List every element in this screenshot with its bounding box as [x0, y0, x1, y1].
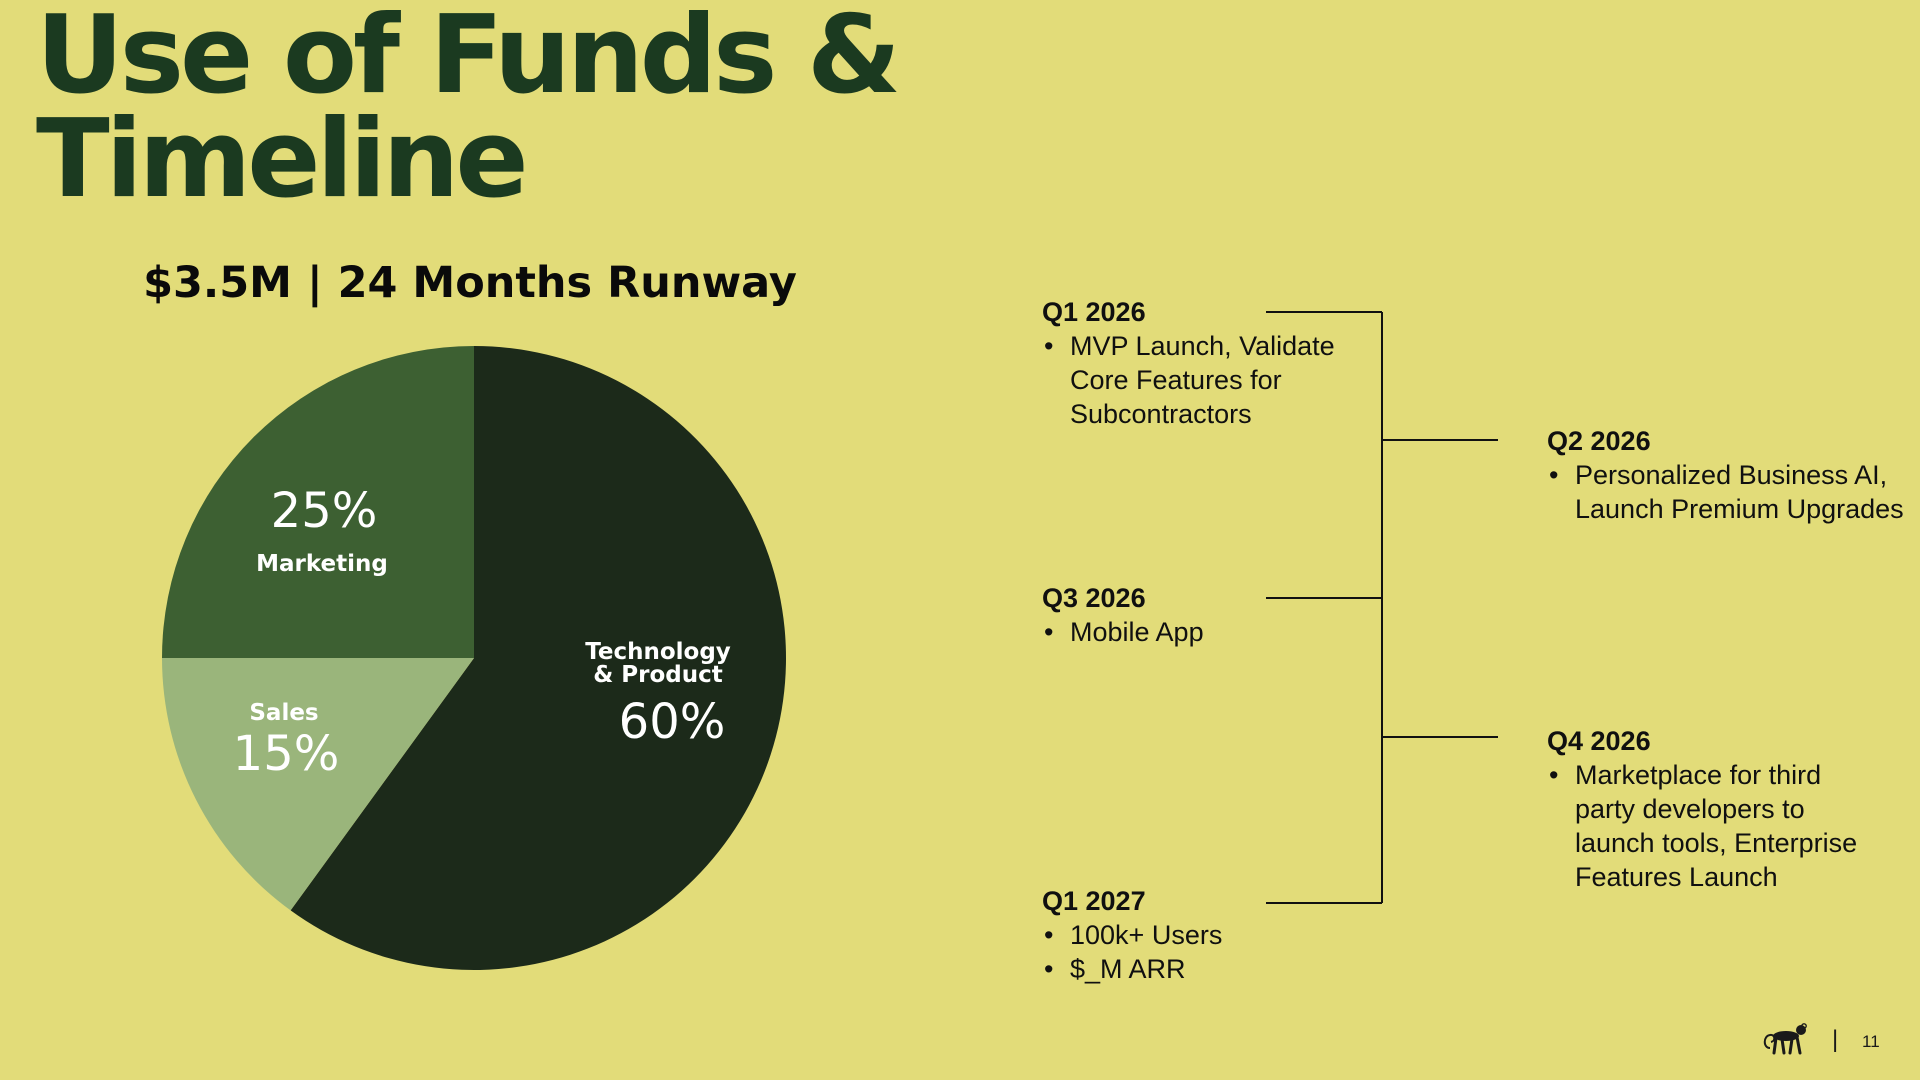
timeline-bullet: MVP Launch, Validate Core Features for S…	[1042, 329, 1372, 431]
slice-value-label: 60%	[619, 694, 726, 750]
page-title: Use of Funds & Timeline	[36, 0, 901, 222]
timeline-item-q1-2026: Q1 2026 MVP Launch, Validate Core Featur…	[1042, 295, 1402, 431]
slice-label: Sales	[249, 700, 318, 726]
slice-value-label: 25%	[271, 483, 378, 539]
pie-slice-sales	[162, 658, 474, 911]
timeline-label: Q1 2027	[1042, 886, 1146, 916]
timeline-item-q3-2026: Q3 2026 Mobile App	[1042, 581, 1402, 649]
timeline-item-q4-2026: Q4 2026 Marketplace for third party deve…	[1547, 724, 1907, 894]
pie-slice-marketing	[162, 346, 474, 658]
slice-value-label: 15%	[233, 726, 340, 782]
timeline-item-q1-2027: Q1 2027 100k+ Users $_M ARR	[1042, 884, 1402, 986]
timeline-label: Q4 2026	[1547, 726, 1651, 756]
slice-label: Marketing	[256, 551, 388, 577]
slice-label: & Product	[593, 662, 723, 688]
slice-label: Technology	[585, 639, 731, 665]
monkey-logo-icon	[1763, 1023, 1807, 1055]
timeline-label: Q1 2026	[1042, 297, 1146, 327]
timeline-label: Q2 2026	[1547, 426, 1651, 456]
pie-slice-technology-product	[290, 346, 786, 970]
page-number: 11	[1862, 1032, 1880, 1051]
timeline-bullet: Personalized Business AI, Launch Premium…	[1547, 458, 1907, 526]
timeline-bullet: Mobile App	[1042, 615, 1402, 649]
chart-title: $3.5M | 24 Months Runway	[143, 258, 797, 308]
footer-separator: |	[1832, 1026, 1839, 1053]
timeline-item-q2-2026: Q2 2026 Personalized Business AI, Launch…	[1547, 424, 1907, 526]
timeline-bullet: $_M ARR	[1042, 952, 1402, 986]
timeline-bullet: Marketplace for third party developers t…	[1547, 758, 1867, 894]
timeline-label: Q3 2026	[1042, 583, 1146, 613]
timeline-bullet: 100k+ Users	[1042, 918, 1402, 952]
